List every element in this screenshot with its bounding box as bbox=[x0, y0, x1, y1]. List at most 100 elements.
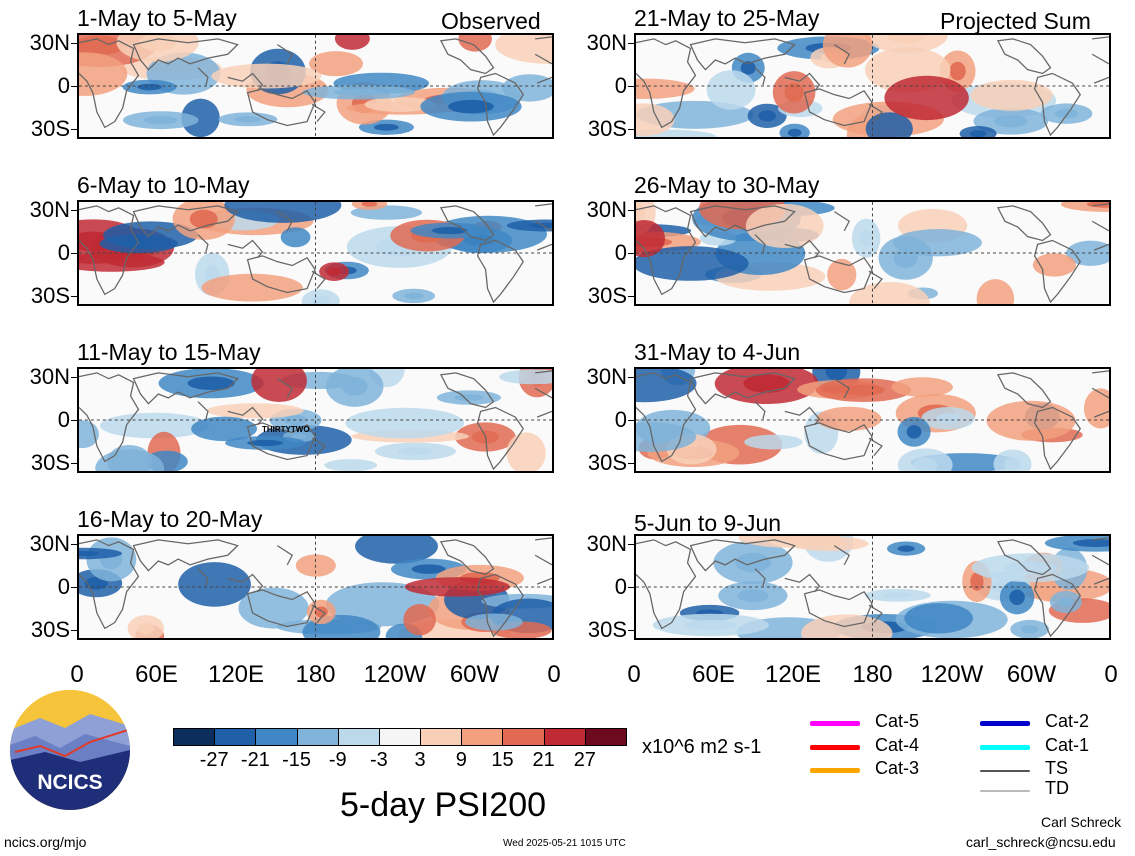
colorbar-tick-label: -15 bbox=[282, 749, 311, 771]
latitude-label: 0 bbox=[57, 407, 70, 432]
footer-email[interactable]: carl_schreck@ncsu.edu bbox=[966, 834, 1116, 850]
legend-swatch-ts bbox=[980, 770, 1030, 772]
legend-label-cat-4: Cat-4 bbox=[875, 735, 920, 755]
longitude-label: 0 bbox=[1104, 661, 1118, 688]
latitude-tick bbox=[628, 43, 634, 44]
latitude-label: 30N bbox=[29, 30, 70, 55]
longitude-label: 60W bbox=[449, 661, 500, 688]
latitude-tick bbox=[628, 129, 634, 130]
psi200-map-panel bbox=[77, 534, 554, 640]
latitude-tick bbox=[628, 296, 634, 297]
panel-title-7: 31-May to 4-Jun bbox=[634, 339, 801, 365]
psi200-map-panel bbox=[77, 367, 554, 473]
psi200-map-panel bbox=[634, 534, 1111, 640]
colorbar-tick-label: 9 bbox=[455, 749, 467, 771]
longitude-label: 60E bbox=[692, 661, 735, 688]
latitude-tick bbox=[71, 463, 77, 464]
latitude-label: 30S bbox=[30, 617, 70, 642]
legend-label-td: TD bbox=[1045, 778, 1069, 798]
latitude-tick bbox=[628, 630, 634, 631]
colorbar-tick-label: 15 bbox=[491, 749, 514, 771]
latitude-tick bbox=[71, 296, 77, 297]
colorbar-swatch bbox=[214, 728, 257, 746]
psi200-map-panel bbox=[634, 200, 1111, 306]
longitude-label: 60W bbox=[1006, 661, 1057, 688]
observed-label: Observed bbox=[441, 8, 541, 34]
colorbar-swatch bbox=[543, 728, 586, 746]
latitude-label: 30S bbox=[587, 450, 627, 475]
latitude-label: 30N bbox=[586, 197, 627, 222]
colorbar-swatch bbox=[378, 728, 422, 746]
longitude-label: 60E bbox=[135, 661, 178, 688]
latitude-label: 30N bbox=[586, 531, 627, 556]
colorbar-swatch bbox=[296, 728, 339, 746]
latitude-tick bbox=[71, 630, 77, 631]
latitude-label: 0 bbox=[614, 73, 627, 98]
longitude-label: 0 bbox=[70, 661, 84, 688]
latitude-tick bbox=[71, 544, 77, 545]
latitude-tick bbox=[628, 210, 634, 211]
colorbar-tick-label: -3 bbox=[370, 749, 388, 771]
latitude-tick bbox=[71, 129, 77, 130]
panel-title-4: 16-May to 20-May bbox=[77, 506, 263, 532]
latitude-label: 0 bbox=[614, 574, 627, 599]
legend-label-cat-5: Cat-5 bbox=[875, 711, 920, 731]
longitude-label: 180 bbox=[295, 661, 336, 688]
latitude-tick bbox=[628, 253, 634, 254]
latitude-label: 0 bbox=[57, 240, 70, 265]
colorbar-tick-label: -27 bbox=[199, 749, 229, 771]
longitude-label: 120E bbox=[207, 661, 265, 688]
latitude-tick bbox=[71, 587, 77, 588]
latitude-label: 30S bbox=[30, 116, 70, 141]
latitude-tick bbox=[71, 210, 77, 211]
latitude-tick bbox=[628, 86, 634, 87]
latitude-tick bbox=[628, 463, 634, 464]
legend-swatch-cat-3 bbox=[810, 768, 860, 773]
colorbar-tick-label: 27 bbox=[573, 749, 596, 771]
latitude-label: 30N bbox=[586, 364, 627, 389]
latitude-label: 30N bbox=[586, 30, 627, 55]
legend-swatch-cat-4 bbox=[810, 745, 860, 750]
panel-title-3: 11-May to 15-May bbox=[77, 339, 261, 365]
latitude-label: 0 bbox=[614, 240, 627, 265]
latitude-tick bbox=[628, 377, 634, 378]
colorbar-swatch bbox=[173, 728, 216, 746]
panel-title-5: 21-May to 25-May bbox=[634, 5, 820, 31]
latitude-label: 30N bbox=[29, 364, 70, 389]
footer-url[interactable]: ncics.org/mjo bbox=[4, 834, 87, 850]
latitude-label: 30S bbox=[30, 450, 70, 475]
latitude-tick bbox=[628, 587, 634, 588]
latitude-tick bbox=[628, 544, 634, 545]
psi200-map-panel bbox=[77, 200, 554, 306]
projected-sum-label: Projected Sum bbox=[940, 8, 1091, 34]
latitude-label: 0 bbox=[614, 407, 627, 432]
psi200-map-panel bbox=[634, 33, 1111, 139]
latitude-tick bbox=[71, 43, 77, 44]
legend-label-cat-1: Cat-1 bbox=[1045, 735, 1090, 755]
psi200-map-panel bbox=[77, 33, 554, 139]
storm-label: THIRTYTWO bbox=[262, 425, 310, 434]
latitude-tick bbox=[71, 420, 77, 421]
colorbar-swatch bbox=[461, 728, 504, 746]
latitude-label: 30S bbox=[587, 617, 627, 642]
panel-title-6: 26-May to 30-May bbox=[634, 172, 820, 198]
latitude-label: 30S bbox=[587, 283, 627, 308]
colorbar-swatch bbox=[337, 728, 380, 746]
logo-text: NCICS bbox=[37, 771, 102, 794]
colorbar-swatch bbox=[584, 728, 627, 746]
legend-label-ts: TS bbox=[1045, 758, 1069, 778]
longitude-label: 120E bbox=[764, 661, 822, 688]
panel-title-8: 5-Jun to 9-Jun bbox=[634, 510, 782, 536]
psi200-map-panel bbox=[634, 367, 1111, 473]
colorbar-tick-label: 3 bbox=[414, 749, 426, 771]
colorbar-swatch bbox=[420, 728, 463, 746]
longitude-label: 180 bbox=[852, 661, 893, 688]
latitude-tick bbox=[71, 377, 77, 378]
panel-title-2: 6-May to 10-May bbox=[77, 172, 250, 198]
latitude-label: 0 bbox=[57, 73, 70, 98]
footer-timestamp: Wed 2025-05-21 1015 UTC bbox=[503, 838, 626, 849]
colorbar-tick-label: -21 bbox=[240, 749, 270, 771]
longitude-label: 120W bbox=[920, 661, 984, 688]
latitude-label: 30N bbox=[29, 197, 70, 222]
legend-swatch-td bbox=[980, 790, 1030, 792]
